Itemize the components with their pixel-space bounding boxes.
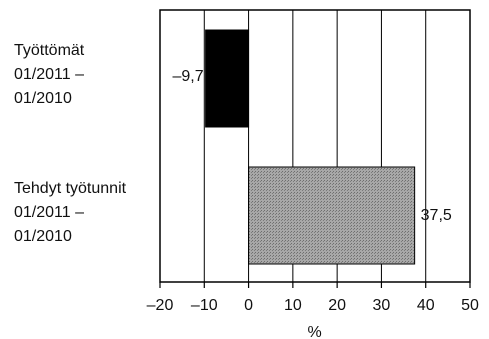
x-tick-label: –20 xyxy=(147,297,174,314)
bar xyxy=(248,166,416,265)
category-label: Tehdyt työtunnit xyxy=(14,180,127,197)
bars: –9,7 37,5 xyxy=(172,29,452,265)
category-label: 01/2010 xyxy=(14,228,72,245)
x-tick-label: 40 xyxy=(417,297,435,314)
category-label: 01/2011 – xyxy=(14,66,84,83)
category-label: 01/2010 xyxy=(14,90,72,107)
x-tick-label: 0 xyxy=(244,297,253,314)
plot-area-frame xyxy=(159,9,471,283)
category-labels: Työttömät 01/2011 – 01/2010 Tehdyt työtunni… xyxy=(14,42,127,245)
x-axis-ticks: –20 –10 0 10 20 30 40 50 xyxy=(147,282,479,314)
x-tick-label: 20 xyxy=(328,297,346,314)
x-tick-label: 30 xyxy=(373,297,391,314)
x-tick-label: 10 xyxy=(284,297,302,314)
data-label: 37,5 xyxy=(421,207,452,224)
category-label: Työttömät xyxy=(14,42,85,59)
category-label: 01/2011 – xyxy=(14,204,84,221)
bar xyxy=(205,29,250,128)
data-label: –9,7 xyxy=(172,68,203,85)
x-axis-title: % xyxy=(307,324,321,339)
x-tick-label: 50 xyxy=(461,297,479,314)
x-tick-label: –10 xyxy=(191,297,218,314)
